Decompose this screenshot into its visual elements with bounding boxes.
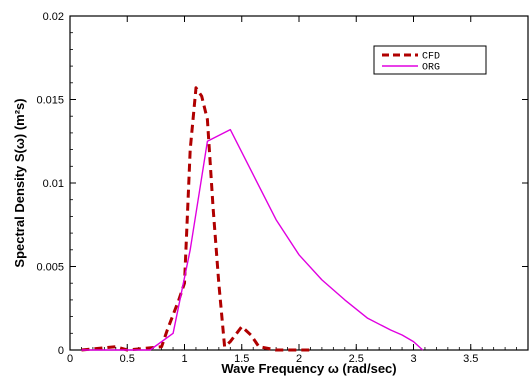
x-tick-label: 3 <box>410 353 416 365</box>
x-tick-label: 3.5 <box>463 353 478 365</box>
x-tick-label: 2.5 <box>349 353 364 365</box>
y-tick-label: 0 <box>58 345 64 357</box>
y-tick-label: 0.02 <box>43 11 64 23</box>
y-tick-label: 0.005 <box>36 262 64 274</box>
series-line-org <box>81 128 424 351</box>
x-axis-title: Wave Frequency ω (rad/sec) <box>221 361 396 376</box>
axes: 0 0.5 1 1.5 2 2.5 3 3.5 0 0.005 0.01 0.015 0.02 <box>36 11 529 365</box>
x-tick-label: 0 <box>67 353 73 365</box>
y-tick-label: 0.01 <box>43 178 64 190</box>
x-tick-label: 0.5 <box>120 353 135 365</box>
x-tick-label: 2 <box>296 353 302 365</box>
x-tick-label: 1 <box>181 353 187 365</box>
legend-label-org: ORG <box>422 63 440 74</box>
series-layer <box>81 86 424 352</box>
y-axis-title: Spectral Density S(ω) (m²s) <box>12 98 27 267</box>
legend-box <box>373 45 487 75</box>
y-tick-label: 0.015 <box>36 95 64 107</box>
x-tick-label: 1.5 <box>234 353 249 365</box>
legend-label-cfd: CFD <box>422 52 440 63</box>
series-line-cfd <box>81 86 311 352</box>
